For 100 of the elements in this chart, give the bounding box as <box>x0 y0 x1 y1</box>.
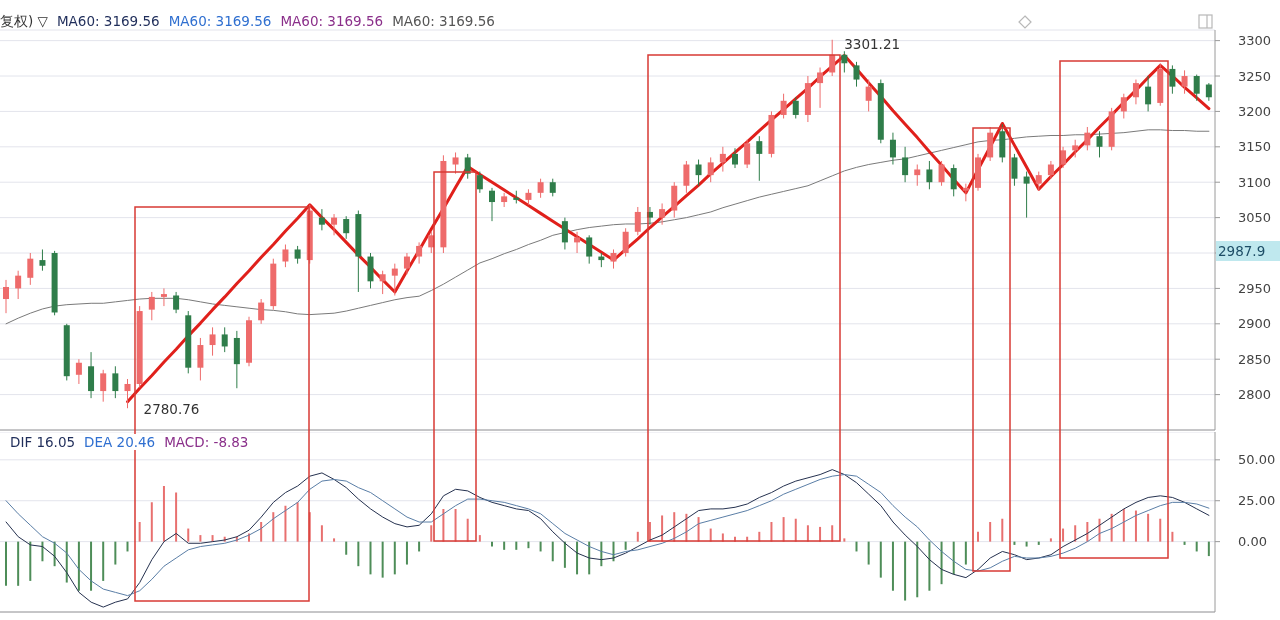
bar <box>29 541 32 581</box>
candlestick <box>391 263 398 296</box>
candlestick <box>1023 171 1030 219</box>
candlestick <box>1169 64 1176 95</box>
candlestick <box>1193 74 1200 102</box>
y-tick-label: 3100 <box>1238 174 1272 190</box>
bar <box>624 541 627 550</box>
candlestick <box>75 358 82 385</box>
bar <box>393 541 396 575</box>
candlestick <box>695 159 702 187</box>
bar <box>515 541 518 550</box>
y-tick-label: 2900 <box>1238 316 1272 332</box>
candlestick <box>865 79 872 112</box>
candlestick <box>416 241 423 265</box>
candlestick <box>197 337 204 381</box>
text: 复权) ▽ <box>0 13 48 29</box>
bar <box>284 505 287 542</box>
candlestick <box>379 270 386 295</box>
bar <box>1074 525 1077 542</box>
bar <box>794 518 797 542</box>
candlestick <box>209 326 216 357</box>
candlestick <box>962 183 969 202</box>
candlestick <box>1181 69 1188 95</box>
candlestick <box>282 244 289 268</box>
bar <box>1001 518 1004 542</box>
candlestick <box>744 139 751 169</box>
bar <box>17 541 20 586</box>
candlestick <box>452 151 459 175</box>
y-tick-label: 3200 <box>1238 104 1272 120</box>
bar <box>1062 528 1065 542</box>
candlestick <box>100 369 107 403</box>
candlestick <box>610 248 617 270</box>
bar <box>770 522 773 542</box>
candlestick <box>780 93 787 119</box>
bar <box>867 541 870 565</box>
bar <box>114 541 117 565</box>
y-tick-label: 2800 <box>1238 387 1272 403</box>
candlestick <box>561 217 568 250</box>
bar <box>1122 508 1125 542</box>
candlestick <box>1145 75 1152 112</box>
candlestick <box>173 291 180 314</box>
bar <box>296 502 299 542</box>
bar <box>1049 538 1052 542</box>
bar <box>90 541 93 591</box>
bar <box>430 525 433 542</box>
line-series <box>5 129 1210 325</box>
bar <box>138 522 141 542</box>
y-tick-label: 2950 <box>1238 281 1272 297</box>
candlestick <box>829 39 836 77</box>
candlestick <box>659 202 666 226</box>
bar <box>843 538 846 542</box>
candlestick <box>683 160 690 194</box>
candlestick <box>622 227 629 258</box>
bar <box>369 541 372 575</box>
y-tick-label: 3150 <box>1238 139 1272 155</box>
candlestick <box>719 146 726 173</box>
bar <box>551 541 554 562</box>
bar <box>782 517 785 542</box>
candlestick <box>853 61 860 88</box>
bar <box>1134 510 1137 542</box>
annotation: DEA 20.46 <box>84 434 156 450</box>
candlestick <box>926 160 933 190</box>
candlestick <box>112 365 119 399</box>
candlestick <box>586 234 593 265</box>
candlestick <box>732 147 738 169</box>
candlestick <box>148 291 155 321</box>
annotation: MACD: -8.83 <box>164 434 249 450</box>
bar <box>1025 541 1028 547</box>
bar <box>126 541 129 552</box>
candlestick <box>1084 126 1091 151</box>
candlestick <box>1132 79 1139 105</box>
bar <box>345 541 348 555</box>
bar <box>272 512 275 542</box>
bar <box>466 518 469 542</box>
candlestick <box>841 50 848 73</box>
bar <box>855 541 858 552</box>
candlestick <box>756 135 763 182</box>
bar <box>357 541 360 567</box>
bar <box>636 531 639 542</box>
bar <box>940 541 943 585</box>
candlestick <box>160 287 167 307</box>
y-tick-label: 25.00 <box>1238 493 1276 509</box>
bar <box>478 535 481 542</box>
candlestick <box>938 160 945 187</box>
bar <box>162 486 165 542</box>
text: MA60: 3169.56 <box>56 13 160 29</box>
bar <box>333 538 336 542</box>
candlestick <box>574 231 581 254</box>
candlestick <box>343 215 350 240</box>
bar <box>1207 541 1210 557</box>
candlestick <box>634 206 641 236</box>
candlestick <box>489 187 495 222</box>
bar <box>989 522 992 542</box>
y-tick-label: 2850 <box>1238 351 1272 367</box>
bar <box>175 492 178 542</box>
candlestick <box>464 153 471 180</box>
candlestick <box>950 164 957 197</box>
candlestick <box>889 132 896 166</box>
bar <box>41 541 44 562</box>
candlestick <box>124 378 131 409</box>
